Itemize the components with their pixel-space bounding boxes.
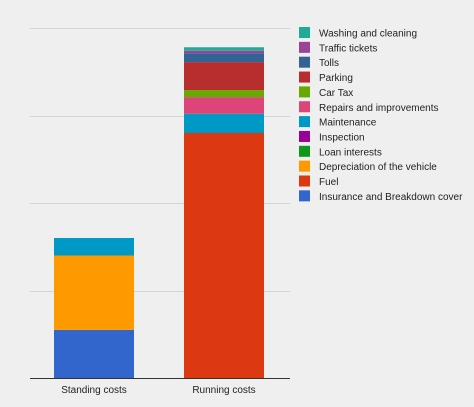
legend-item-traffic-tickets[interactable]: Traffic tickets	[299, 41, 377, 55]
legend-item-washing-and-cleaning[interactable]: Washing and cleaning	[299, 27, 417, 40]
legend-label: Fuel	[319, 177, 338, 188]
legend-label: Car Tax	[319, 88, 353, 99]
legend-label: Tolls	[319, 58, 339, 69]
legend-swatch	[299, 130, 310, 142]
x-tick-label: Standing costs	[61, 385, 127, 396]
bar-segment-running-costs-car-tax[interactable]	[184, 90, 264, 98]
legend-swatch	[299, 86, 310, 98]
legend-item-loan-interests[interactable]: Loan interests	[299, 145, 382, 159]
legend-swatch	[299, 101, 310, 113]
legend-item-inspection[interactable]: Inspection	[299, 130, 365, 144]
bar-segment-running-costs-traffic-tickets[interactable]	[184, 50, 264, 54]
legend-label: Depreciation of the vehicle	[319, 162, 437, 173]
legend-label: Loan interests	[319, 147, 382, 158]
bar-segment-running-costs-fuel[interactable]	[184, 133, 264, 378]
legend-item-fuel[interactable]: Fuel	[299, 175, 338, 189]
legend-swatch	[299, 71, 310, 83]
bar-segment-running-costs-washing-and-cleaning[interactable]	[184, 47, 264, 51]
legend-swatch	[299, 41, 310, 53]
x-axis: Standing costs Running costs	[30, 378, 290, 396]
legend-item-car-tax[interactable]: Car Tax	[299, 86, 353, 99]
legend-swatch	[299, 145, 310, 157]
legend-swatch	[299, 190, 310, 202]
legend-label: Washing and cleaning	[319, 29, 417, 40]
legend-label: Maintenance	[319, 118, 377, 129]
legend-item-parking[interactable]: Parking	[299, 71, 353, 85]
bars	[54, 47, 264, 378]
legend-swatch	[299, 116, 310, 128]
legend[interactable]: Washing and cleaning Traffic tickets Tolls…	[299, 27, 463, 203]
bar-segment-running-costs-parking[interactable]	[184, 62, 264, 91]
legend-swatch	[299, 175, 310, 187]
legend-item-maintenance[interactable]: Maintenance	[299, 116, 377, 129]
legend-item-depreciation-of-the-vehicle[interactable]: Depreciation of the vehicle	[299, 160, 437, 174]
legend-label: Repairs and improvements	[319, 103, 439, 114]
legend-swatch	[299, 27, 310, 38]
legend-swatch	[299, 56, 310, 68]
legend-label: Inspection	[319, 132, 365, 143]
legend-item-tolls[interactable]: Tolls	[299, 56, 339, 69]
legend-label: Traffic tickets	[319, 43, 377, 54]
legend-label: Parking	[319, 73, 353, 84]
bar-segment-standing-costs-insurance-and-breakdown-cover[interactable]	[54, 329, 134, 378]
x-tick-label: Running costs	[192, 385, 255, 396]
bar-segment-running-costs-tolls[interactable]	[184, 53, 264, 63]
bar-segment-running-costs-maintenance[interactable]	[184, 113, 264, 133]
bar-segment-running-costs-repairs-and-improvements[interactable]	[184, 97, 264, 114]
legend-item-repairs-and-improvements[interactable]: Repairs and improvements	[299, 101, 439, 114]
legend-item-insurance-and-breakdown-cover[interactable]: Insurance and Breakdown cover	[299, 190, 463, 203]
bar-segment-standing-costs-maintenance[interactable]	[54, 238, 134, 256]
legend-label: Insurance and Breakdown cover	[319, 192, 463, 203]
bar-segment-standing-costs-depreciation-of-the-vehicle[interactable]	[54, 255, 134, 330]
legend-swatch	[299, 160, 310, 172]
